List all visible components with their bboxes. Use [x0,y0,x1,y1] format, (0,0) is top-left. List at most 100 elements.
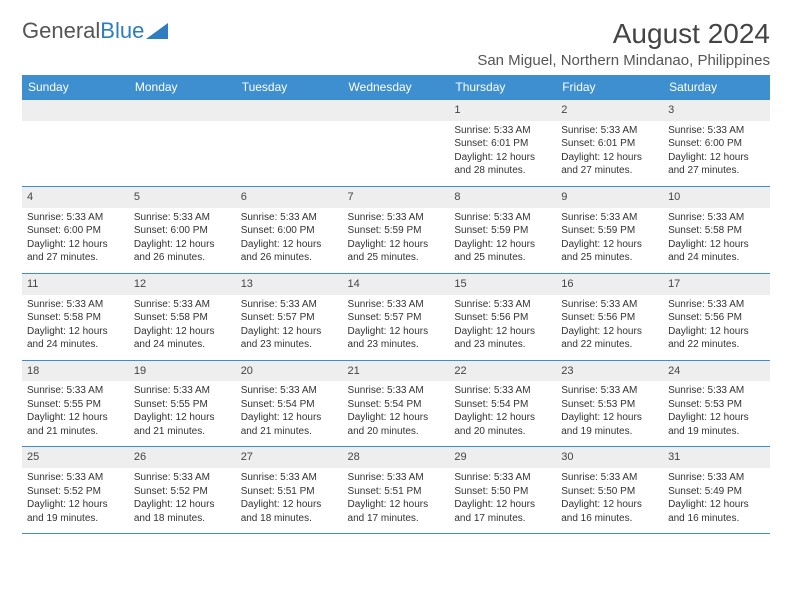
daylight-line: Daylight: 12 hours and 19 minutes. [561,411,658,438]
calendar-row: 18Sunrise: 5:33 AMSunset: 5:55 PMDayligh… [22,360,770,447]
daylight-line: Daylight: 12 hours and 27 minutes. [668,151,765,178]
daylight-line: Daylight: 12 hours and 21 minutes. [27,411,124,438]
weekday-header: Tuesday [236,75,343,100]
sunset-line: Sunset: 5:50 PM [561,485,658,499]
day-body: Sunrise: 5:33 AMSunset: 6:01 PMDaylight:… [556,121,663,186]
calendar-day: 31Sunrise: 5:33 AMSunset: 5:49 PMDayligh… [663,447,770,534]
day-body: Sunrise: 5:33 AMSunset: 5:57 PMDaylight:… [236,295,343,360]
daylight-line: Daylight: 12 hours and 25 minutes. [348,238,445,265]
sunrise-line: Sunrise: 5:33 AM [241,298,338,312]
day-number: 25 [22,447,129,468]
sunrise-line: Sunrise: 5:33 AM [348,384,445,398]
day-number: 30 [556,447,663,468]
daylight-line: Daylight: 12 hours and 27 minutes. [27,238,124,265]
calendar-day: 14Sunrise: 5:33 AMSunset: 5:57 PMDayligh… [343,273,450,360]
daylight-line: Daylight: 12 hours and 24 minutes. [27,325,124,352]
sunrise-line: Sunrise: 5:33 AM [454,211,551,225]
day-number: 3 [663,100,770,121]
title-block: August 2024 San Miguel, Northern Mindana… [477,18,770,69]
sunset-line: Sunset: 5:52 PM [134,485,231,499]
calendar-table: SundayMondayTuesdayWednesdayThursdayFrid… [22,75,770,534]
calendar-row: 11Sunrise: 5:33 AMSunset: 5:58 PMDayligh… [22,273,770,360]
daylight-line: Daylight: 12 hours and 25 minutes. [561,238,658,265]
sunrise-line: Sunrise: 5:33 AM [27,298,124,312]
daylight-line: Daylight: 12 hours and 19 minutes. [668,411,765,438]
daylight-line: Daylight: 12 hours and 21 minutes. [241,411,338,438]
calendar-empty [236,100,343,187]
sunrise-line: Sunrise: 5:33 AM [561,471,658,485]
day-number: 26 [129,447,236,468]
sunrise-line: Sunrise: 5:33 AM [134,211,231,225]
daylight-line: Daylight: 12 hours and 26 minutes. [241,238,338,265]
daylight-line: Daylight: 12 hours and 27 minutes. [561,151,658,178]
calendar-day: 2Sunrise: 5:33 AMSunset: 6:01 PMDaylight… [556,100,663,187]
day-number: 5 [129,187,236,208]
day-number: 17 [663,274,770,295]
calendar-day: 13Sunrise: 5:33 AMSunset: 5:57 PMDayligh… [236,273,343,360]
day-body: Sunrise: 5:33 AMSunset: 5:53 PMDaylight:… [556,381,663,446]
calendar-day: 28Sunrise: 5:33 AMSunset: 5:51 PMDayligh… [343,447,450,534]
day-number: 31 [663,447,770,468]
calendar-empty [343,100,450,187]
brand-part2: Blue [100,18,144,44]
sunrise-line: Sunrise: 5:33 AM [668,211,765,225]
day-body: Sunrise: 5:33 AMSunset: 5:58 PMDaylight:… [129,295,236,360]
brand-part1: General [22,18,100,44]
daylight-line: Daylight: 12 hours and 24 minutes. [668,238,765,265]
day-body: Sunrise: 5:33 AMSunset: 5:56 PMDaylight:… [663,295,770,360]
sunset-line: Sunset: 5:54 PM [241,398,338,412]
day-number: 21 [343,361,450,382]
sunset-line: Sunset: 5:58 PM [27,311,124,325]
daylight-line: Daylight: 12 hours and 20 minutes. [348,411,445,438]
calendar-day: 25Sunrise: 5:33 AMSunset: 5:52 PMDayligh… [22,447,129,534]
sunrise-line: Sunrise: 5:33 AM [348,211,445,225]
sunrise-line: Sunrise: 5:33 AM [134,471,231,485]
day-body: Sunrise: 5:33 AMSunset: 5:52 PMDaylight:… [129,468,236,533]
sunset-line: Sunset: 5:53 PM [561,398,658,412]
sunrise-line: Sunrise: 5:33 AM [241,471,338,485]
day-number: 14 [343,274,450,295]
calendar-body: 1Sunrise: 5:33 AMSunset: 6:01 PMDaylight… [22,100,770,534]
weekday-header: Friday [556,75,663,100]
weekday-header: Sunday [22,75,129,100]
day-body: Sunrise: 5:33 AMSunset: 5:49 PMDaylight:… [663,468,770,533]
calendar-day: 27Sunrise: 5:33 AMSunset: 5:51 PMDayligh… [236,447,343,534]
weekday-header: Thursday [449,75,556,100]
sunset-line: Sunset: 5:56 PM [561,311,658,325]
day-body: Sunrise: 5:33 AMSunset: 5:56 PMDaylight:… [449,295,556,360]
weekday-header: Saturday [663,75,770,100]
calendar-day: 8Sunrise: 5:33 AMSunset: 5:59 PMDaylight… [449,186,556,273]
sunrise-line: Sunrise: 5:33 AM [454,124,551,138]
sunset-line: Sunset: 5:51 PM [241,485,338,499]
day-body: Sunrise: 5:33 AMSunset: 5:51 PMDaylight:… [236,468,343,533]
day-body: Sunrise: 5:33 AMSunset: 5:55 PMDaylight:… [22,381,129,446]
sunrise-line: Sunrise: 5:33 AM [348,298,445,312]
day-number: 20 [236,361,343,382]
daylight-line: Daylight: 12 hours and 18 minutes. [241,498,338,525]
sunset-line: Sunset: 5:55 PM [27,398,124,412]
day-number: 7 [343,187,450,208]
day-number: 10 [663,187,770,208]
calendar-day: 1Sunrise: 5:33 AMSunset: 6:01 PMDaylight… [449,100,556,187]
sunset-line: Sunset: 5:50 PM [454,485,551,499]
sunset-line: Sunset: 5:58 PM [668,224,765,238]
sunrise-line: Sunrise: 5:33 AM [27,384,124,398]
daylight-line: Daylight: 12 hours and 22 minutes. [668,325,765,352]
day-number: 12 [129,274,236,295]
sunset-line: Sunset: 5:56 PM [668,311,765,325]
day-body: Sunrise: 5:33 AMSunset: 6:00 PMDaylight:… [236,208,343,273]
day-number: 2 [556,100,663,121]
sunrise-line: Sunrise: 5:33 AM [27,471,124,485]
day-body: Sunrise: 5:33 AMSunset: 5:59 PMDaylight:… [343,208,450,273]
calendar-row: 25Sunrise: 5:33 AMSunset: 5:52 PMDayligh… [22,447,770,534]
sunrise-line: Sunrise: 5:33 AM [454,298,551,312]
day-body: Sunrise: 5:33 AMSunset: 6:00 PMDaylight:… [22,208,129,273]
sunset-line: Sunset: 5:59 PM [454,224,551,238]
calendar-day: 9Sunrise: 5:33 AMSunset: 5:59 PMDaylight… [556,186,663,273]
calendar-day: 15Sunrise: 5:33 AMSunset: 5:56 PMDayligh… [449,273,556,360]
day-body: Sunrise: 5:33 AMSunset: 5:59 PMDaylight:… [449,208,556,273]
day-body: Sunrise: 5:33 AMSunset: 5:59 PMDaylight:… [556,208,663,273]
day-number: 22 [449,361,556,382]
day-body: Sunrise: 5:33 AMSunset: 5:58 PMDaylight:… [663,208,770,273]
calendar-empty [129,100,236,187]
